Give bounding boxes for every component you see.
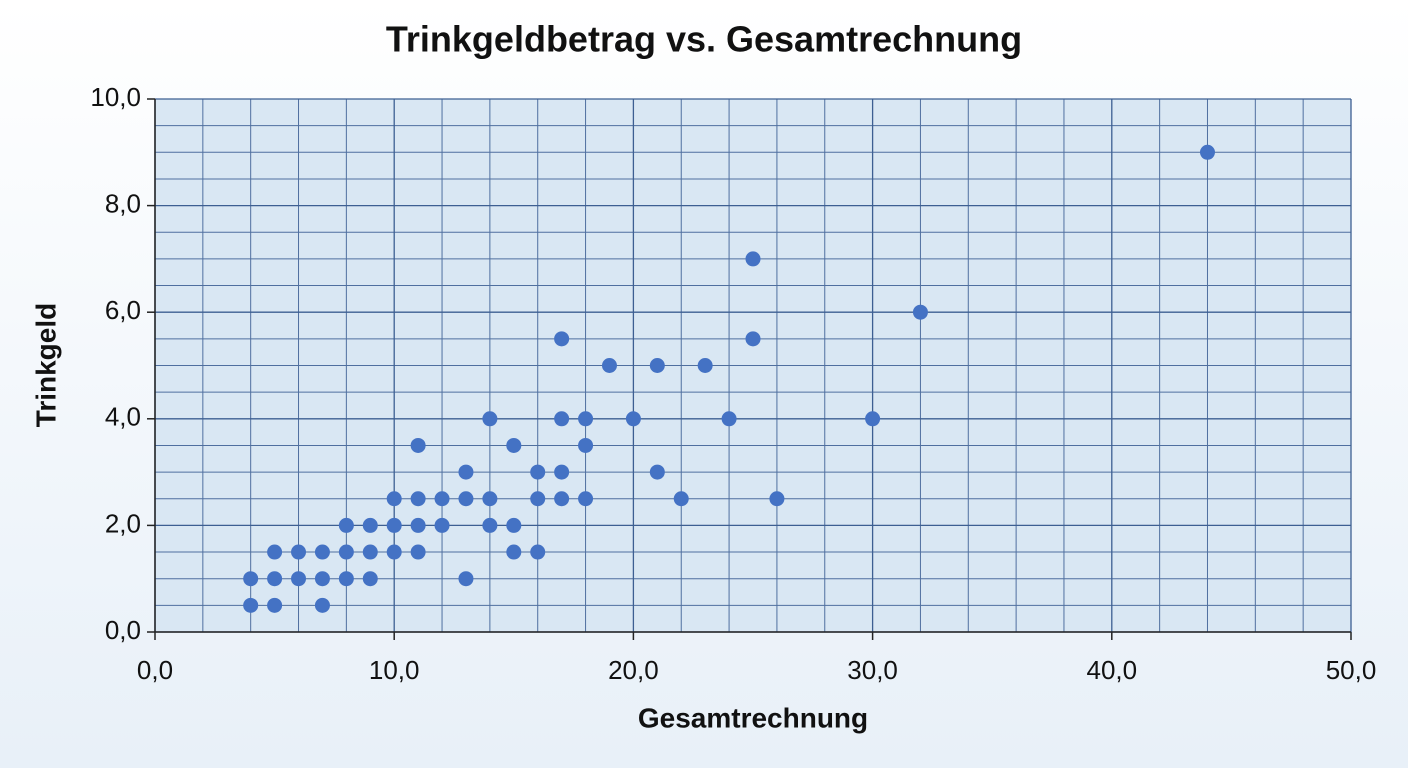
point	[291, 571, 307, 587]
point	[506, 517, 522, 533]
point	[697, 358, 713, 373]
point	[458, 464, 474, 480]
point	[506, 544, 522, 560]
x-tick-label: 50,0	[1326, 655, 1377, 685]
point	[434, 491, 450, 507]
point	[410, 437, 426, 453]
chart-title: Trinkgeldbetrag vs. Gesamtrechnung	[386, 19, 1022, 60]
point	[410, 517, 426, 533]
point	[434, 517, 450, 533]
point	[314, 597, 330, 613]
point	[578, 437, 594, 453]
x-tick-label: 10,0	[369, 655, 420, 685]
point	[530, 491, 546, 507]
point	[458, 491, 474, 507]
point	[865, 411, 881, 427]
point	[338, 517, 354, 533]
x-tick-label: 40,0	[1086, 655, 1137, 685]
x-tick-label: 0,0	[137, 655, 173, 685]
y-tick-label: 6,0	[105, 295, 141, 325]
point	[386, 491, 402, 507]
point	[267, 544, 283, 560]
y-axis-label: Trinkgeld	[30, 303, 61, 427]
point	[314, 571, 330, 587]
y-tick-label: 8,0	[105, 188, 141, 218]
point	[554, 331, 570, 347]
point	[578, 491, 594, 507]
point	[721, 411, 737, 427]
x-tick-label: 30,0	[847, 655, 898, 685]
point	[362, 571, 378, 587]
point	[769, 491, 785, 507]
point	[601, 358, 617, 373]
y-tick-label: 2,0	[105, 508, 141, 538]
point	[243, 597, 259, 613]
x-tick-label: 20,0	[608, 655, 659, 685]
point	[625, 411, 641, 427]
point	[506, 437, 522, 453]
point	[314, 544, 330, 560]
point	[578, 411, 594, 427]
point	[745, 251, 761, 267]
point	[243, 571, 259, 587]
y-tick-label: 0,0	[105, 615, 141, 645]
point	[458, 571, 474, 587]
point	[530, 544, 546, 560]
point	[554, 411, 570, 427]
point	[267, 571, 283, 587]
point	[291, 544, 307, 560]
x-axis-label: Gesamtrechnung	[638, 702, 868, 733]
point	[386, 517, 402, 533]
point	[554, 491, 570, 507]
y-tick-label: 4,0	[105, 402, 141, 432]
point	[410, 491, 426, 507]
point	[530, 464, 546, 480]
point	[912, 304, 928, 320]
point	[362, 544, 378, 560]
point	[338, 544, 354, 560]
point	[1199, 144, 1215, 160]
point	[745, 331, 761, 347]
point	[362, 517, 378, 533]
point	[482, 491, 498, 507]
point	[386, 544, 402, 560]
point	[649, 464, 665, 480]
point	[673, 491, 689, 507]
y-tick-label: 10,0	[90, 82, 141, 112]
point	[410, 544, 426, 560]
point	[482, 411, 498, 427]
point	[554, 464, 570, 480]
point	[267, 597, 283, 613]
point	[338, 571, 354, 587]
point	[482, 517, 498, 533]
point	[649, 358, 665, 373]
